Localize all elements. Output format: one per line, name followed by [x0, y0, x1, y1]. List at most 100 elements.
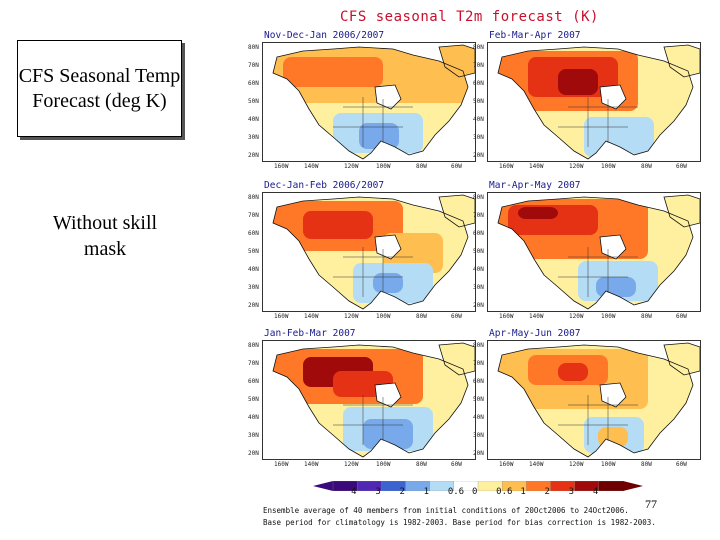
longitude-label: 160W [499, 461, 514, 468]
footnote-ensemble: Ensemble average of 40 members from init… [263, 506, 629, 515]
temperature-anomaly-field [497, 342, 700, 458]
latitude-label: 30N [248, 284, 259, 291]
slide-title: CFS Seasonal Temp Forecast (deg K) [18, 64, 181, 112]
longitude-label: 120W [344, 163, 359, 170]
longitude-label: 100W [601, 313, 616, 320]
colorbar [313, 481, 643, 491]
latitude-label: 30N [473, 284, 484, 291]
latitude-label: 40N [248, 414, 259, 421]
latitude-label: 40N [248, 116, 259, 123]
latitude-label: 70N [473, 360, 484, 367]
longitude-label: 60W [676, 163, 687, 170]
footnote-base-period: Base period for climatology is 1982-2003… [263, 518, 656, 527]
latitude-label: 50N [248, 396, 259, 403]
longitude-label: 140W [529, 313, 544, 320]
colorbar-tick: 1 [423, 487, 430, 497]
latitude-label: 40N [473, 116, 484, 123]
figure-title: CFS seasonal T2m forecast (K) [340, 9, 599, 25]
longitude-label: 100W [376, 461, 391, 468]
map-panel-jfm: Jan-Feb-Mar 2007 80N 70N 60N 50N 40N 30N 20N 160… [248, 328, 476, 485]
latitude-label: 20N [248, 450, 259, 457]
forecast-map [487, 192, 701, 312]
longitude-label: 140W [304, 163, 319, 170]
forecast-map [262, 192, 476, 312]
latitude-label: 20N [248, 302, 259, 309]
latitude-label: 50N [248, 98, 259, 105]
longitude-label: 140W [529, 461, 544, 468]
longitude-label: 80W [416, 313, 427, 320]
latitude-label: 60N [473, 80, 484, 87]
latitude-label: 30N [248, 432, 259, 439]
colorbar-segment [598, 481, 624, 491]
longitude-label: 80W [416, 163, 427, 170]
longitude-label: 120W [344, 313, 359, 320]
temperature-anomaly-field [272, 342, 475, 458]
longitude-label: 80W [641, 313, 652, 320]
colorbar-tick: 4 [351, 487, 357, 497]
latitude-label: 20N [473, 302, 484, 309]
colorbar-low-arrow [313, 481, 333, 491]
longitude-label: 60W [451, 313, 462, 320]
colorbar-tick: 0.6 [496, 487, 513, 497]
map-panel-mam: Mar-Apr-May 2007 80N 70N 60N 50N 40N 30N 20N 160… [473, 180, 701, 337]
longitude-label: 160W [274, 163, 289, 170]
longitude-label: 80W [641, 461, 652, 468]
map-panel-ndj: Nov-Dec-Jan 2006/2007 80N 70N 60N 50N 40N 30N 2… [248, 30, 476, 187]
panel-title: Feb-Mar-Apr 2007 [489, 30, 581, 41]
longitude-label: 100W [376, 313, 391, 320]
colorbar-tick: 4 [592, 487, 599, 497]
latitude-label: 80N [248, 44, 259, 51]
latitude-label: 70N [473, 212, 484, 219]
forecast-map [262, 340, 476, 460]
latitude-label: 50N [473, 248, 484, 255]
latitude-label: 70N [473, 62, 484, 69]
latitude-label: 60N [473, 378, 484, 385]
latitude-label: 30N [473, 134, 484, 141]
colorbar-tick: 2 [399, 487, 405, 497]
longitude-label: 100W [601, 461, 616, 468]
latitude-label: 40N [473, 266, 484, 273]
longitude-label: 60W [676, 461, 687, 468]
temperature-anomaly-field [497, 44, 700, 160]
latitude-label: 30N [248, 134, 259, 141]
slide-title-box: CFS Seasonal Temp Forecast (deg K) [17, 40, 182, 137]
longitude-label: 140W [304, 313, 319, 320]
colorbar-tick: 3 [375, 487, 381, 497]
longitude-label: 80W [641, 163, 652, 170]
longitude-label: 80W [416, 461, 427, 468]
colorbar-tick: 2 [544, 487, 550, 497]
latitude-label: 60N [473, 230, 484, 237]
latitude-label: 40N [248, 266, 259, 273]
forecast-map [487, 42, 701, 162]
longitude-label: 60W [451, 163, 462, 170]
colorbar-tick: 3 [568, 487, 575, 497]
map-panel-djf: Dec-Jan-Feb 2006/2007 80N 70N 60N 50N 40N 30N 2… [248, 180, 476, 337]
colorbar-tick: 0.6 [447, 487, 465, 497]
latitude-label: 50N [248, 248, 259, 255]
temperature-anomaly-field [497, 194, 700, 310]
panel-title: Nov-Dec-Jan 2006/2007 [264, 30, 385, 41]
colorbar-tick: 1 [520, 487, 526, 497]
latitude-label: 40N [473, 414, 484, 421]
panel-title: Jan-Feb-Mar 2007 [264, 328, 356, 339]
longitude-label: 100W [601, 163, 616, 170]
temperature-anomaly-field [272, 44, 475, 160]
map-panel-fma: Feb-Mar-Apr 2007 80N 70N 60N 50N 40N 30N 20N 160… [473, 30, 701, 187]
colorbar-tick: 0 [472, 487, 478, 497]
latitude-label: 80N [248, 342, 259, 349]
longitude-label: 140W [529, 163, 544, 170]
forecast-map [487, 340, 701, 460]
longitude-label: 140W [304, 461, 319, 468]
latitude-label: 80N [473, 194, 484, 201]
temperature-anomaly-field [272, 194, 475, 310]
longitude-label: 160W [499, 163, 514, 170]
panel-title: Apr-May-Jun 2007 [489, 328, 581, 339]
page-number: 77 [645, 497, 657, 511]
longitude-label: 160W [274, 461, 289, 468]
longitude-label: 120W [344, 461, 359, 468]
latitude-label: 60N [248, 378, 259, 385]
latitude-label: 60N [248, 230, 259, 237]
latitude-label: 70N [248, 212, 259, 219]
latitude-label: 60N [248, 80, 259, 87]
colorbar-high-arrow [623, 481, 643, 491]
